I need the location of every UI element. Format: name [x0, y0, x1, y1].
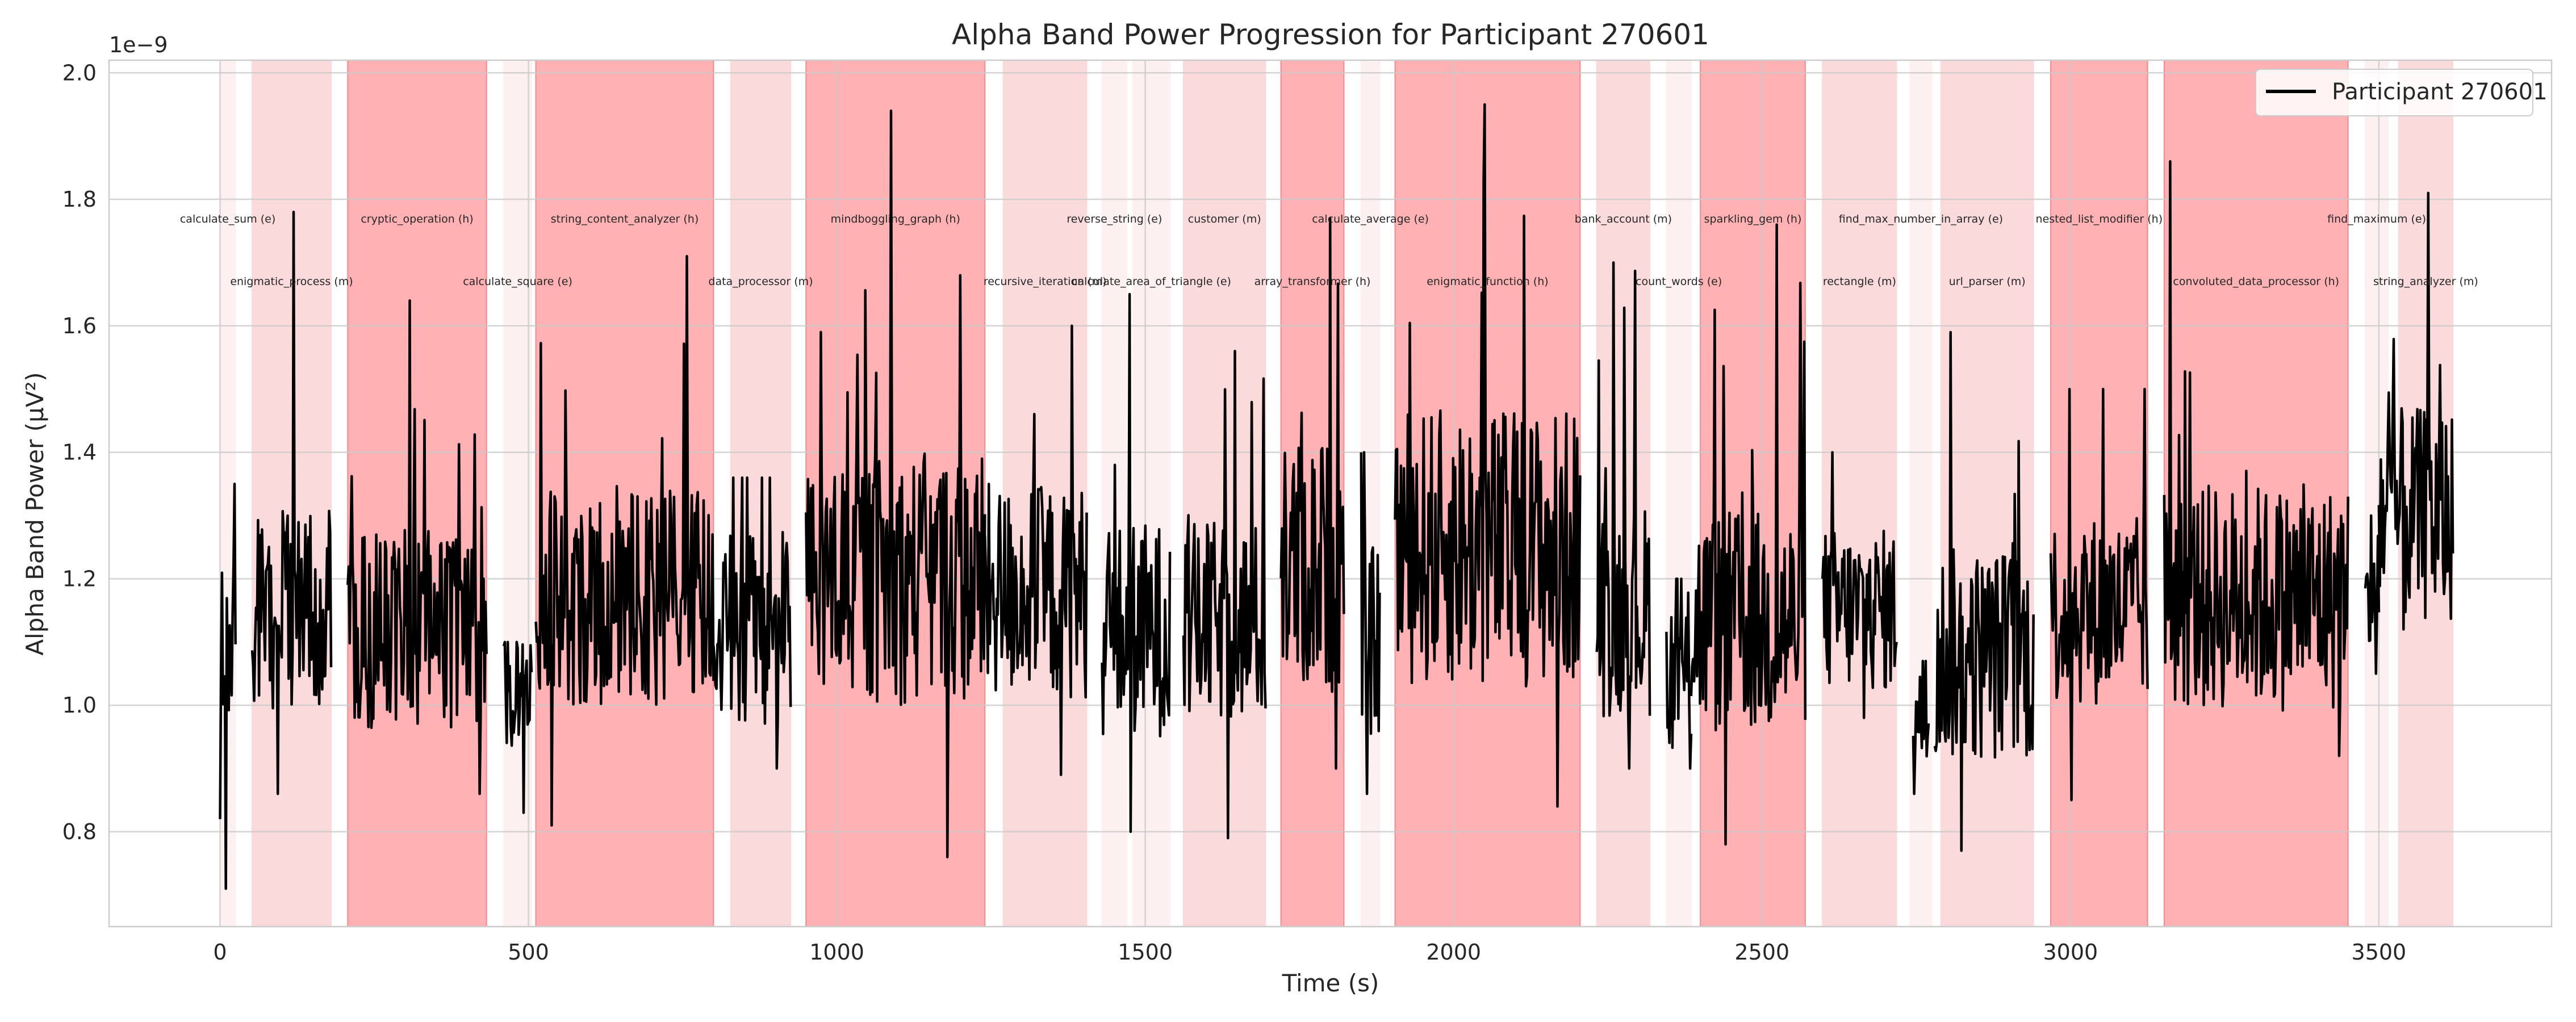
segment-span	[1909, 60, 1933, 927]
signal-segment	[1933, 330, 2035, 852]
segment-label: calculate_square (e)	[463, 275, 572, 288]
signal-segment	[1821, 451, 1898, 719]
segment-label: string_content_analyzer (h)	[551, 213, 699, 225]
signal-segment	[219, 483, 237, 890]
signal-segment	[1690, 223, 1807, 846]
x-tick-label: 500	[508, 940, 549, 965]
segment-label: customer (m)	[1188, 213, 1261, 225]
legend: Participant 270601	[2255, 69, 2548, 116]
segment-span	[2163, 60, 2349, 927]
signal-segment	[2049, 387, 2149, 802]
x-tick-label: 2000	[1426, 940, 1481, 965]
segment-span	[2364, 60, 2389, 927]
segment-label: find_max_number_in_array (e)	[1839, 213, 2003, 225]
segment-span	[2050, 60, 2148, 927]
segment-label: calculate_sum (e)	[180, 213, 275, 225]
signal-segment	[1101, 292, 1172, 833]
chart-title: Alpha Band Power Progression for Partici…	[952, 18, 1709, 51]
segment-label: string_analyzer (m)	[2373, 275, 2478, 288]
signal-segment	[502, 640, 533, 814]
segment-labels: calculate_sum (e) enigmatic_process (m) cr…	[180, 213, 2478, 288]
signal-segment	[712, 476, 792, 770]
signal-segment	[805, 109, 986, 858]
segment-label: calculate_area_of_triangle (e)	[1072, 275, 1231, 288]
x-tick-label: 2500	[1734, 940, 1789, 965]
signal-segment	[1595, 261, 1651, 770]
segment-label: sparkling_gem (h)	[1704, 213, 1802, 225]
x-tick-label: 1000	[809, 940, 864, 965]
segment-label: data_processor (m)	[708, 275, 813, 288]
x-tick-label: 3000	[2043, 940, 2098, 965]
signal-segment	[534, 255, 715, 827]
segment-label: count_words (e)	[1636, 275, 1722, 288]
segment-label: cryptic_operation (h)	[361, 213, 473, 225]
signal-segment	[1912, 659, 1930, 795]
segment-label: url_parser (m)	[1949, 275, 2026, 288]
signal-segment	[1279, 217, 1345, 770]
segment-label: nested_list_modifier (h)	[2036, 213, 2163, 225]
segment-label: calculate_average (e)	[1312, 213, 1429, 225]
x-tick-label: 1500	[1118, 940, 1173, 965]
y-axis-label: Alpha Band Power (μV²)	[21, 372, 49, 655]
segment-label: enigmatic_function (h)	[1427, 275, 1548, 288]
signal-segment	[1394, 103, 1582, 808]
signal-segment	[346, 299, 488, 795]
plot-area: calculate_sum (e) enigmatic_process (m) cr…	[108, 59, 2553, 928]
segment-label: bank_account (m)	[1575, 213, 1672, 225]
segment-span	[251, 60, 332, 927]
x-axis-label: Time (s)	[1282, 969, 1379, 997]
signal-segment	[1182, 350, 1267, 840]
y-offset-label: 1e−9	[109, 32, 168, 57]
signal-segment	[2163, 160, 2349, 757]
signal-segment	[984, 324, 1088, 776]
segment-span	[347, 60, 487, 927]
y-tick-label: 0.8	[62, 819, 97, 844]
segment-span	[1132, 60, 1171, 927]
y-tick-label: 1.0	[62, 693, 97, 718]
y-tick-label: 1.4	[62, 440, 97, 465]
segment-label: enigmatic_process (m)	[230, 275, 353, 288]
y-tick-labels: 0.8 1.0 1.2 1.4 1.6 1.8 2.0	[62, 60, 97, 844]
x-tick-label: 3500	[2352, 940, 2407, 965]
segment-span	[1666, 60, 1692, 927]
signal-series	[219, 103, 2454, 890]
y-tick-label: 1.6	[62, 313, 97, 338]
y-tick-label: 1.2	[62, 566, 97, 591]
segment-span	[503, 60, 532, 927]
segment-label: reverse_string (e)	[1067, 213, 1162, 225]
signal-segment	[1360, 451, 1381, 795]
y-tick-label: 1.8	[62, 187, 97, 212]
segment-label: recursive_iteration (m)	[984, 275, 1107, 288]
x-tick-label: 0	[213, 940, 227, 965]
segment-label: mindboggling_graph (h)	[831, 213, 960, 225]
segment-label: rectangle (m)	[1823, 275, 1896, 288]
signal-segment	[250, 211, 333, 795]
y-tick-label: 2.0	[62, 60, 97, 85]
segment-label: array_transformer (h)	[1254, 275, 1371, 288]
legend-box	[2255, 69, 2533, 116]
legend-entry: Participant 270601	[2332, 79, 2548, 105]
segment-label: convoluted_data_processor (h)	[2173, 275, 2339, 288]
x-tick-labels: 0 500 1000 1500 2000 2500 3000 3500	[213, 940, 2406, 965]
segment-label: find_maximum (e)	[2327, 213, 2426, 225]
signal-segment	[2364, 514, 2381, 675]
segment-span	[1002, 60, 1088, 927]
plot-frame	[108, 59, 2553, 928]
signal-segment	[1665, 577, 1693, 770]
signal-segment	[2377, 191, 2454, 631]
